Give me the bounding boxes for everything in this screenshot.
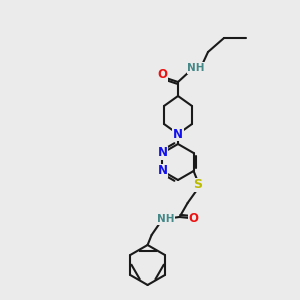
Text: N: N	[173, 128, 183, 140]
Text: N: N	[158, 164, 167, 178]
Text: NH: NH	[157, 214, 174, 224]
Text: O: O	[157, 68, 167, 82]
Text: N: N	[158, 146, 167, 160]
Text: NH: NH	[187, 63, 205, 73]
Text: S: S	[193, 178, 202, 191]
Text: O: O	[189, 212, 199, 226]
